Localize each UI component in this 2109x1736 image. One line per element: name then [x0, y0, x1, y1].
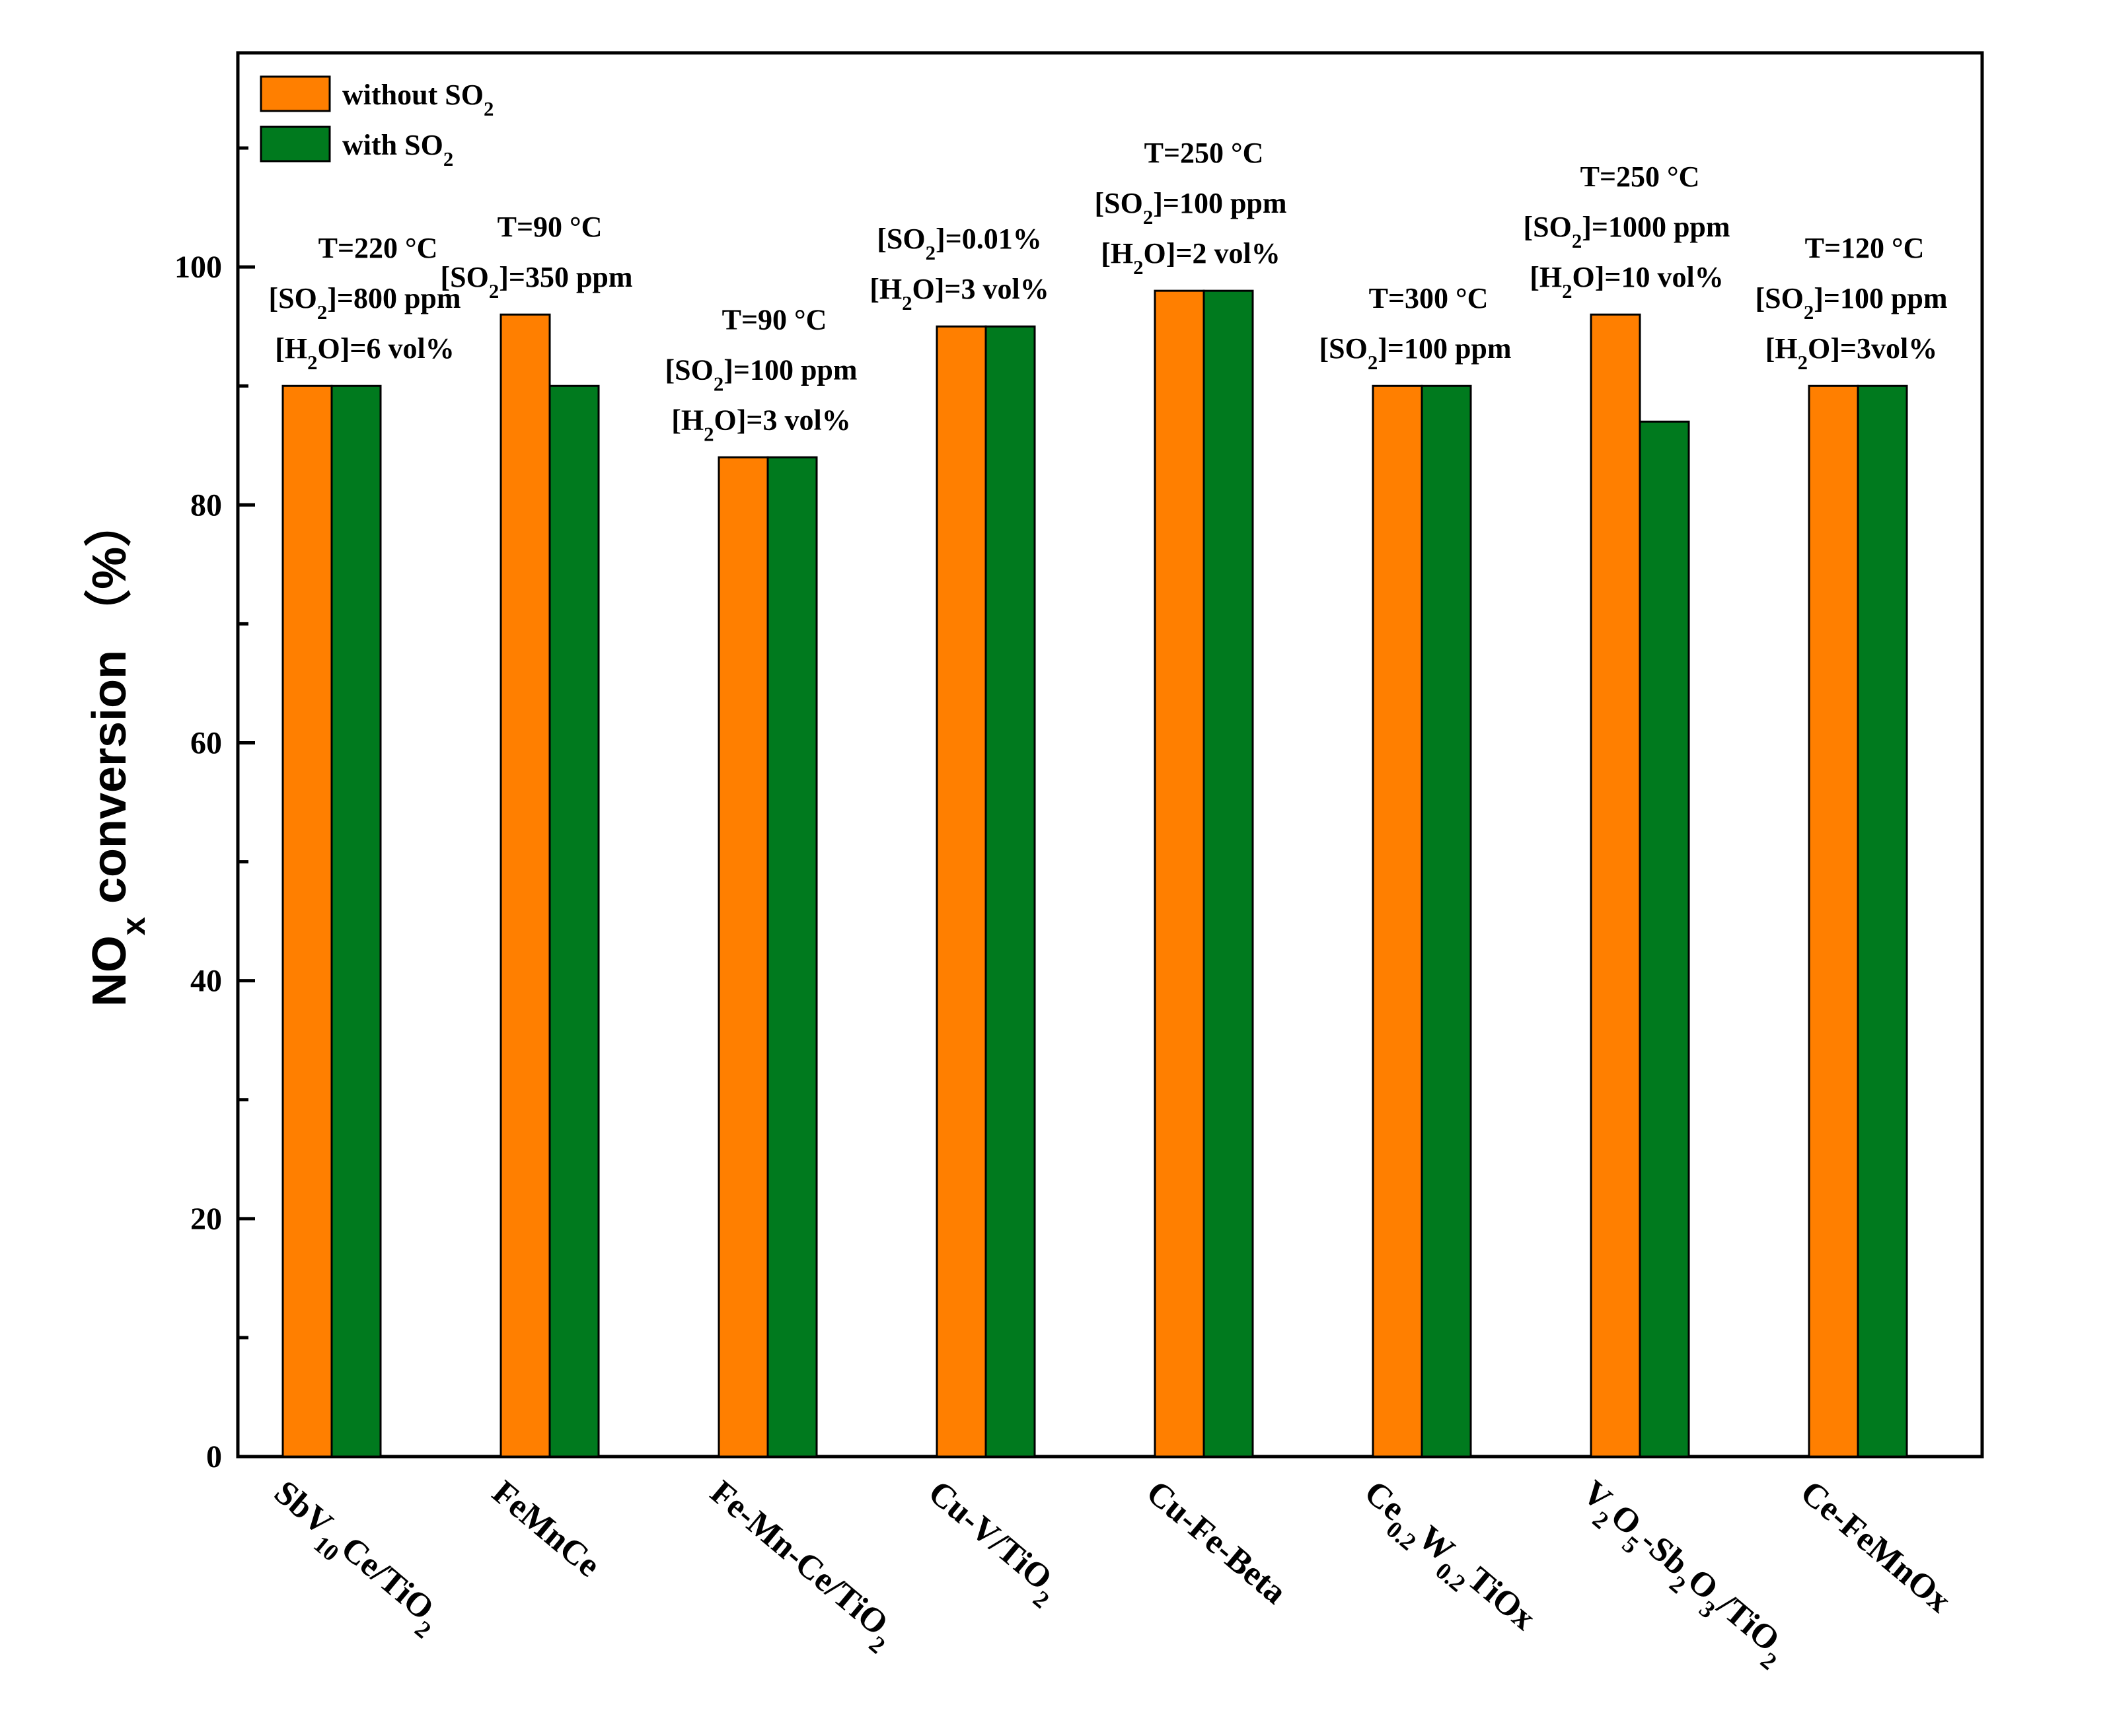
category-label: Ce0.2W0.2TiOx — [1350, 1474, 1543, 1646]
condition-annotation: [H2O]=3vol% — [1765, 332, 1937, 374]
condition-annotation: [SO2]=100 ppm — [665, 353, 857, 395]
bar-without-so2 — [1372, 384, 1423, 1458]
y-tick-label: 60 — [190, 725, 222, 760]
legend-swatch-with-so2 — [260, 126, 331, 163]
y-tick-label: 80 — [190, 488, 222, 523]
condition-annotation: [H2O]=3 vol% — [870, 273, 1049, 314]
bar-without-so2 — [1808, 384, 1859, 1458]
bar-with-so2 — [766, 456, 818, 1458]
condition-annotation: T=250 °C — [1580, 161, 1700, 193]
y-axis-label: NOx conversion （%） — [83, 499, 152, 1007]
y-tick-label: 20 — [190, 1202, 222, 1237]
category-label: Fe-Mn-Ce/TiO2 — [696, 1474, 905, 1659]
condition-annotation: T=300 °C — [1369, 282, 1489, 314]
category-label: FeMnCe — [485, 1474, 607, 1585]
condition-annotation: [SO2]=0.01% — [877, 223, 1042, 264]
condition-annotation: T=90 °C — [722, 303, 827, 336]
y-tick-label: 0 — [206, 1439, 222, 1474]
bar-without-so2 — [500, 313, 551, 1458]
legend: without SO2 with SO2 — [260, 75, 494, 170]
legend-swatch-without-so2 — [260, 75, 331, 112]
bar-without-so2 — [281, 384, 333, 1458]
bar-without-so2 — [1590, 313, 1641, 1458]
bar-without-so2 — [718, 456, 769, 1458]
bars — [281, 289, 1908, 1458]
legend-label: without SO2 — [342, 79, 494, 120]
y-tick-label: 100 — [174, 250, 222, 285]
condition-annotation: [SO2]=800 ppm — [268, 282, 461, 324]
condition-annotation: [SO2]=100 ppm — [1755, 282, 1947, 324]
category-label: V2O5-Sb2O3/TiO2 — [1569, 1474, 1796, 1675]
condition-annotation: [H2O]=3 vol% — [671, 404, 850, 445]
bar-with-so2 — [1421, 384, 1472, 1458]
condition-annotation: [SO2]=100 ppm — [1319, 332, 1511, 374]
y-tick-label: 40 — [190, 964, 222, 999]
condition-annotation: [H2O]=10 vol% — [1530, 261, 1723, 303]
category-label: Ce-FeMnOx — [1793, 1474, 1958, 1620]
category-label: Cu-Fe-Beta — [1139, 1474, 1294, 1612]
plot-frame — [236, 51, 1984, 1459]
category-label: SbV10Ce/TiO2 — [260, 1474, 450, 1644]
annotations: T=220 °C [SO2]=800 ppm [H2O]=6 vol% T=90 °C… — [268, 137, 1947, 445]
condition-annotation: T=120 °C — [1805, 232, 1925, 264]
bar-without-so2 — [1154, 289, 1205, 1458]
bar-with-so2 — [330, 384, 382, 1458]
y-axis: 0 20 40 60 80 100 — [174, 146, 255, 1474]
bar-with-so2 — [1202, 289, 1254, 1458]
condition-annotation: [H2O]=2 vol% — [1101, 237, 1280, 279]
bar-with-so2 — [548, 384, 600, 1458]
bar-with-so2 — [1639, 420, 1690, 1458]
condition-annotation: T=220 °C — [318, 232, 438, 264]
category-labels: SbV10Ce/TiO2 FeMnCe Fe-Mn-Ce/TiO2Cu-V/TiO2… — [260, 1474, 1958, 1675]
category-label: Cu-V/TiO2 — [914, 1474, 1068, 1614]
bar-with-so2 — [1857, 384, 1908, 1458]
condition-annotation: [SO2]=1000 ppm — [1523, 211, 1730, 252]
condition-annotation: [H2O]=6 vol% — [275, 332, 454, 374]
condition-annotation: [SO2]=100 ppm — [1094, 187, 1286, 229]
condition-annotation: T=250 °C — [1144, 137, 1264, 169]
condition-annotation: T=90 °C — [498, 211, 603, 243]
condition-annotation: [SO2]=350 ppm — [440, 261, 632, 303]
bar-without-so2 — [936, 325, 987, 1458]
legend-label: with SO2 — [342, 129, 453, 170]
bar-with-so2 — [984, 325, 1036, 1458]
